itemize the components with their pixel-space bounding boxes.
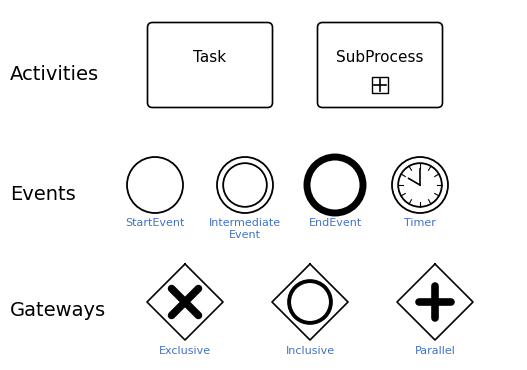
Text: Gateways: Gateways	[10, 300, 106, 320]
Text: EndEvent: EndEvent	[308, 218, 362, 228]
Circle shape	[398, 163, 442, 207]
Circle shape	[217, 157, 273, 213]
Bar	[372, 77, 388, 92]
Text: Task: Task	[193, 50, 227, 64]
Text: Inclusive: Inclusive	[286, 346, 335, 356]
Circle shape	[223, 163, 267, 207]
Text: Intermediate
Event: Intermediate Event	[209, 218, 281, 240]
FancyBboxPatch shape	[148, 23, 272, 108]
Text: StartEvent: StartEvent	[125, 218, 184, 228]
Polygon shape	[147, 264, 223, 340]
Text: Timer: Timer	[404, 218, 436, 228]
Circle shape	[392, 157, 448, 213]
FancyBboxPatch shape	[317, 23, 443, 108]
Text: SubProcess: SubProcess	[336, 50, 424, 64]
Polygon shape	[272, 264, 348, 340]
Text: Events: Events	[10, 185, 76, 205]
Text: Exclusive: Exclusive	[159, 346, 211, 356]
Polygon shape	[397, 264, 473, 340]
Text: Activities: Activities	[10, 65, 99, 84]
Circle shape	[127, 157, 183, 213]
Circle shape	[307, 157, 363, 213]
Circle shape	[289, 281, 331, 323]
Text: Parallel: Parallel	[415, 346, 455, 356]
